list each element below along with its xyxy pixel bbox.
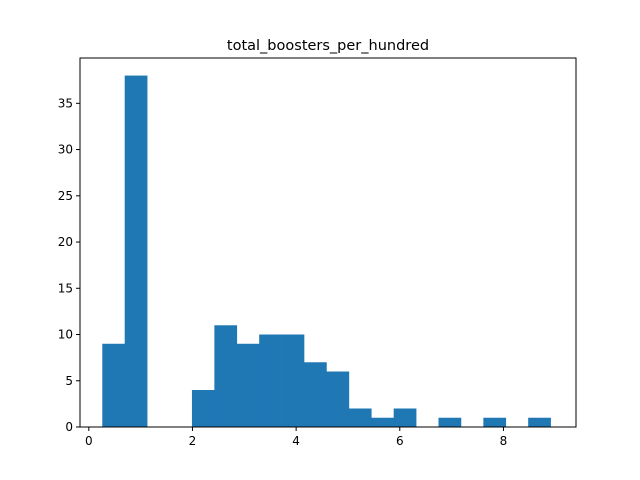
histogram-bar [259,334,282,427]
histogram-bar [281,334,305,427]
x-tick-label: 0 [85,434,93,448]
x-tick-label: 6 [396,434,404,448]
y-tick-label: 10 [58,328,73,342]
x-axis-ticks: 0 2 4 6 8 [85,427,507,448]
histogram-bar [393,408,417,427]
histogram-bar [348,408,372,427]
chart-title: total_boosters_per_hundred [227,38,429,54]
y-tick-label: 25 [58,189,73,203]
y-tick-label: 20 [58,235,73,249]
histogram-bar [124,75,148,427]
x-tick-label: 4 [292,434,300,448]
histogram-bar [483,417,507,427]
y-axis-ticks: 0 5 10 15 20 25 30 35 [58,96,80,434]
x-tick-label: 8 [500,434,508,448]
y-tick-label: 5 [65,374,73,388]
histogram-bar [214,325,238,427]
histogram-bar [438,417,462,427]
histogram-bar [236,343,260,427]
y-tick-label: 0 [65,420,73,434]
histogram-bar [304,362,327,427]
y-tick-label: 15 [58,281,73,295]
histogram-bar [326,371,350,427]
histogram-bar [371,417,394,427]
x-tick-label: 2 [189,434,197,448]
histogram-bar [528,417,551,427]
y-tick-label: 30 [58,143,73,157]
histogram-bar [102,343,126,427]
histogram-bar [191,390,215,427]
bars-group [102,75,551,427]
y-tick-label: 35 [58,96,73,110]
plot-frame [79,57,577,428]
